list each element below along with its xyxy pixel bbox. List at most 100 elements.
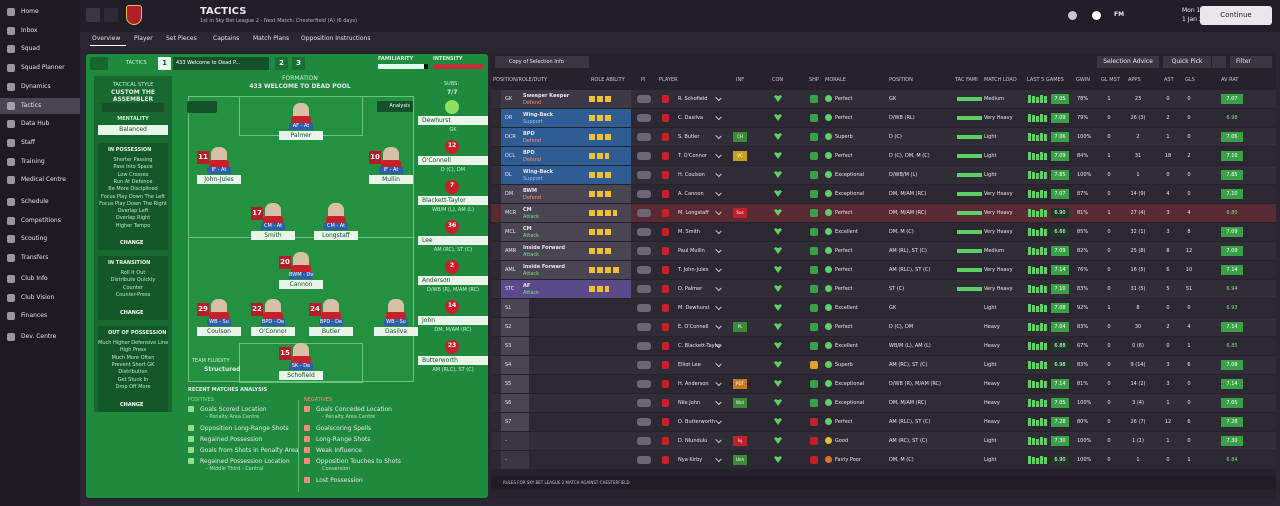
selection-row[interactable]: S4 Elliot Lee Superb AM (RC), ST (C) Light 6.…: [491, 356, 1276, 374]
tab[interactable]: Opposition Instructions: [301, 35, 371, 42]
selection-row[interactable]: MCL CM Attack M. Smith Excellent DM, M (C) Ver…: [491, 223, 1276, 241]
selection-row[interactable]: GK Sweeper Keeper Defend R. Schofield Perfec…: [491, 90, 1276, 108]
column-header[interactable]: SHP: [809, 77, 819, 83]
formation-name[interactable]: 433 WELCOME TO DEAD POOL: [249, 83, 351, 90]
player-menu[interactable]: [715, 322, 722, 330]
tab[interactable]: Overview: [92, 35, 121, 42]
continue-button[interactable]: Continue: [1200, 6, 1272, 25]
player-menu[interactable]: [715, 227, 722, 235]
change-button[interactable]: CHANGE: [120, 310, 144, 316]
player-menu[interactable]: [715, 284, 722, 292]
pitch-player[interactable]: 15 SK - De Schofield: [277, 343, 325, 383]
player-menu[interactable]: [715, 94, 722, 102]
change-button[interactable]: CHANGE: [120, 402, 144, 408]
nav-item[interactable]: Finances: [0, 308, 80, 324]
copy-selection-button[interactable]: Copy of Selection Info: [495, 56, 589, 68]
nav-item[interactable]: Data Hub: [0, 116, 80, 132]
player-menu[interactable]: [715, 303, 722, 311]
sub-player[interactable]: 14 John DM, M/AM (RC): [418, 300, 488, 338]
nav-item[interactable]: Scouting: [0, 231, 80, 247]
column-header[interactable]: POSITION: [889, 77, 913, 83]
nav-item[interactable]: Dynamics: [0, 79, 80, 95]
selection-row[interactable]: S2 E. O'Connell PL Perfect D (C), DM Heavy 7.0…: [491, 318, 1276, 336]
pitch-player[interactable]: 24 BPD - De Butler: [307, 299, 355, 339]
pitch-player[interactable]: WB - Su Dasilva: [372, 299, 420, 339]
player-menu[interactable]: [715, 417, 722, 425]
player-menu[interactable]: [715, 189, 722, 197]
column-header[interactable]: CON: [772, 77, 784, 83]
mentality-select[interactable]: Balanced: [98, 125, 168, 135]
column-header[interactable]: AST: [1164, 77, 1174, 83]
pitch-player[interactable]: AF - At Palmer: [277, 103, 325, 143]
nav-item[interactable]: Staff: [0, 135, 80, 151]
player-menu[interactable]: [715, 360, 722, 368]
top-icon[interactable]: [1068, 11, 1077, 20]
player-menu[interactable]: [715, 208, 722, 216]
column-header[interactable]: APPS: [1128, 77, 1141, 83]
nav-item[interactable]: Inbox: [0, 23, 80, 39]
player-menu[interactable]: [715, 151, 722, 159]
style-button[interactable]: [102, 103, 164, 112]
selection-row[interactable]: - D. Nlundulu Inj Good AM (RC), ST (C) Light 7…: [491, 432, 1276, 450]
quick-pick-button[interactable]: Quick Pick: [1163, 56, 1211, 68]
sub-player[interactable]: 36 Lee AM (RC), ST (C): [418, 220, 488, 258]
column-header[interactable]: LAST 5 GAMES: [1027, 77, 1064, 83]
filter-button[interactable]: Filter: [1230, 56, 1272, 68]
column-header[interactable]: PI: [641, 77, 646, 83]
column-header[interactable]: INF: [736, 77, 745, 83]
selection-row[interactable]: MCR CM Attack M. Longstaff Sus Perfect DM, M/A…: [491, 204, 1276, 222]
collapse-button[interactable]: [90, 57, 108, 70]
column-header[interactable]: AV RAT: [1221, 77, 1239, 83]
selection-row[interactable]: AML Inside Forward Attack T. John-Jules Perf…: [491, 261, 1276, 279]
sub-player[interactable]: 12 O'Connell D (C), DM: [418, 140, 488, 178]
nav-item[interactable]: Squad: [0, 41, 80, 57]
analysis-button[interactable]: Analysis: [377, 101, 413, 112]
nav-item[interactable]: Schedule: [0, 194, 80, 210]
nav-item[interactable]: Competitions: [0, 213, 80, 229]
nav-item[interactable]: Squad Planner: [0, 60, 80, 76]
pitch-player[interactable]: 10 IF - At Mullin: [367, 147, 415, 187]
tab[interactable]: Set Pieces: [166, 35, 197, 42]
back-button[interactable]: [86, 8, 100, 22]
selection-row[interactable]: DR Wing-Back Support C. Dasilva Perfect D/WB …: [491, 109, 1276, 127]
forward-button[interactable]: [104, 8, 118, 22]
quick-pick-menu[interactable]: [1212, 56, 1226, 68]
column-header[interactable]: POSITION/ROLE/DUTY: [493, 77, 548, 83]
selection-row[interactable]: DCR BPD Defend S. Butler CH Superb D (C) Light 7…: [491, 128, 1276, 146]
selection-row[interactable]: AMR Inside Forward Attack Paul Mullin Perfec…: [491, 242, 1276, 260]
column-header[interactable]: TAC FAMI: [955, 77, 978, 83]
nav-item[interactable]: Dev. Centre: [0, 329, 80, 345]
column-header[interactable]: GLS: [1185, 77, 1195, 83]
selection-row[interactable]: S1 M. Dewhurst Excellent GK Light 7.08 92% 1 8 0 0…: [491, 299, 1276, 317]
nav-item[interactable]: Club Info: [0, 271, 80, 287]
player-menu[interactable]: [715, 170, 722, 178]
tab[interactable]: Player: [134, 35, 153, 42]
selection-row[interactable]: - Nya Kirby Unh Fairly Poor DM, M (C) Light 6.…: [491, 451, 1276, 469]
nav-item[interactable]: Medical Centre: [0, 172, 80, 188]
tactic-slot[interactable]: 3: [292, 57, 305, 70]
change-button[interactable]: CHANGE: [120, 240, 144, 246]
nav-item[interactable]: Training: [0, 154, 80, 170]
player-menu[interactable]: [715, 398, 722, 406]
pitch-player[interactable]: 17 CM - At Smith: [249, 203, 297, 243]
player-menu[interactable]: [715, 246, 722, 254]
tab[interactable]: Match Plans: [253, 35, 290, 42]
sub-player[interactable]: 7 Blackett-Taylor WB/M (L), AM (L): [418, 180, 488, 218]
sub-player[interactable]: 23 Butterworth AM (RLC), ST (C): [418, 340, 488, 378]
pitch-player[interactable]: 20 BWM - De Cannon: [277, 252, 325, 292]
player-menu[interactable]: [715, 436, 722, 444]
selection-row[interactable]: DL Wing-Back Support H. Coulson Exceptional D…: [491, 166, 1276, 184]
pitch-player[interactable]: 11 IF - At John-Jules: [195, 147, 243, 187]
selection-advice-button[interactable]: Selection Advice: [1097, 56, 1159, 68]
pitch-player[interactable]: 22 BPD - De O'Connor: [249, 299, 297, 339]
nav-item[interactable]: Club Vision: [0, 290, 80, 306]
sub-player[interactable]: Dewhurst GK: [418, 100, 488, 138]
tactic-name[interactable]: 433 Welcome to Dead P...: [173, 57, 269, 70]
player-menu[interactable]: [715, 113, 722, 121]
player-menu[interactable]: [715, 379, 722, 387]
column-header[interactable]: MATCH LOAD: [984, 77, 1017, 83]
tactic-slot[interactable]: 1: [158, 57, 171, 70]
player-menu[interactable]: [715, 265, 722, 273]
pitch-player[interactable]: 29 WB - Su Coulson: [195, 299, 243, 339]
selection-row[interactable]: S7 D. Butterworth Perfect AM (RLC), ST (C) H…: [491, 413, 1276, 431]
